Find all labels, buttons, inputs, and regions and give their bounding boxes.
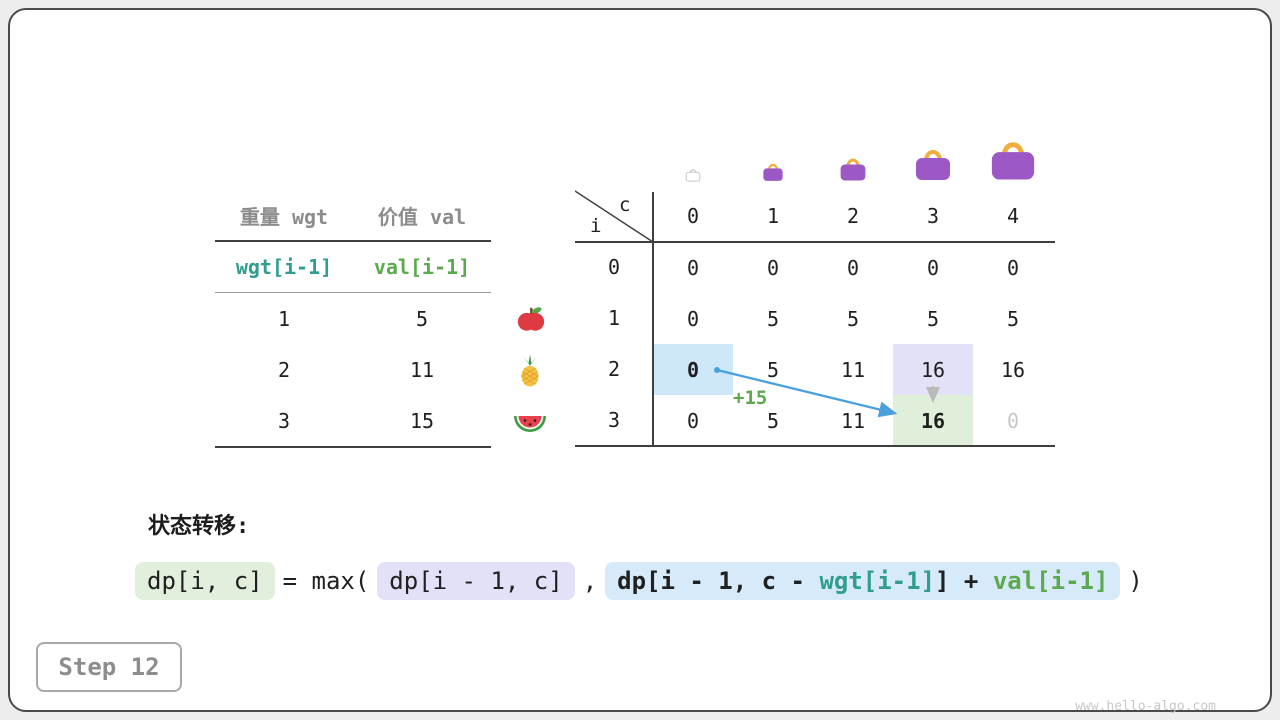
dp-cell: 11 bbox=[840, 408, 866, 433]
item-wgt-value: 3 bbox=[277, 408, 291, 433]
item-table-row: 1 5 bbox=[215, 293, 491, 344]
apple-icon bbox=[515, 302, 547, 334]
dp-col-header: 0 bbox=[686, 204, 700, 228]
formula-dp-take: dp[i - 1, c - wgt[i-1]] + val[i-1] bbox=[605, 562, 1121, 600]
transition-label: 状态转移: bbox=[148, 514, 250, 539]
dp-cell: 5 bbox=[766, 306, 780, 331]
formula-take-prefix: dp[i - 1, c - bbox=[617, 567, 820, 595]
item-table-index-val: val[i-1] bbox=[373, 255, 471, 279]
formula-equals-max: = max( bbox=[282, 567, 370, 595]
dp-row: 0 5 5 5 5 bbox=[653, 293, 1053, 344]
dp-row-header: 2 bbox=[607, 357, 621, 381]
pineapple-icon bbox=[513, 353, 547, 388]
dp-col-header: 2 bbox=[846, 204, 860, 228]
dp-cell-pending: 0 bbox=[1006, 408, 1020, 433]
divider bbox=[575, 241, 1055, 243]
corner-label-i: i bbox=[590, 215, 602, 237]
dp-table-corner: c i bbox=[575, 190, 653, 242]
divider bbox=[652, 192, 654, 447]
value-gain-annotation: +15 bbox=[733, 387, 768, 409]
divider bbox=[215, 446, 491, 448]
dp-cell: 5 bbox=[766, 408, 780, 433]
item-wgt-value: 2 bbox=[277, 357, 291, 382]
formula-take-wgt: wgt[i-1] bbox=[819, 567, 936, 595]
dp-row-headers: 0 1 2 3 bbox=[575, 242, 653, 446]
item-table-header-wgt: 重量 wgt bbox=[239, 204, 329, 229]
formula-dp-skip: dp[i - 1, c] bbox=[377, 562, 575, 600]
dp-cell: 0 bbox=[1006, 255, 1020, 280]
formula-take-val: val[i-1] bbox=[992, 567, 1109, 595]
dp-row: 0 5 11 16 16 bbox=[653, 344, 1053, 395]
dp-col-header: 3 bbox=[926, 204, 940, 228]
dp-cell: 0 bbox=[846, 255, 860, 280]
corner-label-c: c bbox=[619, 194, 631, 216]
dp-row: 0 0 0 0 0 bbox=[653, 242, 1053, 293]
dp-row-header: 3 bbox=[607, 408, 621, 432]
dp-row-header: 1 bbox=[607, 306, 621, 330]
item-table-row: 3 15 bbox=[215, 395, 491, 446]
item-val-value: 11 bbox=[409, 357, 435, 382]
dp-grid: 0 0 0 0 0 0 5 5 5 5 0 5 11 16 16 0 5 11 … bbox=[653, 242, 1053, 446]
watermelon-icon bbox=[512, 407, 548, 437]
formula-comma: , bbox=[582, 567, 598, 595]
item-table-index-row: wgt[i-1] val[i-1] bbox=[215, 242, 491, 292]
corner-diagonal-line bbox=[575, 190, 653, 242]
dp-column-headers: 0 1 2 3 4 bbox=[653, 190, 1053, 242]
bag-capacity-1-icon bbox=[761, 161, 785, 182]
formula-take-mid: ] + bbox=[935, 567, 993, 595]
divider bbox=[575, 445, 1055, 447]
bag-capacity-0-icon bbox=[685, 167, 701, 182]
dp-cell: 11 bbox=[840, 357, 866, 382]
item-wgt-value: 1 bbox=[277, 306, 291, 331]
formula-close-paren: ) bbox=[1128, 567, 1143, 595]
bag-capacity-4-icon bbox=[988, 136, 1038, 182]
dp-cell: 5 bbox=[846, 306, 860, 331]
dp-row: 0 5 11 16 0 bbox=[653, 395, 1053, 446]
item-table-header-val: 价值 val bbox=[377, 204, 467, 229]
item-table-index-wgt: wgt[i-1] bbox=[235, 255, 333, 279]
dp-cell: 0 bbox=[686, 255, 700, 280]
dp-cell: 0 bbox=[926, 255, 940, 280]
divider bbox=[215, 240, 491, 242]
bag-capacity-2-icon bbox=[838, 155, 868, 182]
watermark: www.hello-algo.com bbox=[1075, 699, 1216, 714]
dp-col-header: 1 bbox=[766, 204, 780, 228]
item-val-value: 5 bbox=[415, 306, 429, 331]
bag-capacity-3-icon bbox=[913, 145, 953, 182]
dp-cell: 0 bbox=[766, 255, 780, 280]
dp-cell: 5 bbox=[1006, 306, 1020, 331]
formula-dp-current: dp[i, c] bbox=[135, 562, 275, 600]
dp-cell-source-skip-highlight: 0 bbox=[653, 344, 733, 395]
item-val-value: 15 bbox=[409, 408, 435, 433]
dp-cell: 5 bbox=[926, 306, 940, 331]
divider bbox=[215, 292, 491, 293]
dp-cell: 16 bbox=[1000, 357, 1026, 382]
dp-col-header: 4 bbox=[1006, 204, 1020, 228]
dp-cell-current-highlight: 16 bbox=[893, 395, 973, 446]
dp-cell-source-above-highlight: 16 bbox=[893, 344, 973, 395]
item-table-header-row: 重量 wgt 价值 val bbox=[215, 190, 491, 240]
dp-row-header: 0 bbox=[607, 255, 621, 279]
item-table: 重量 wgt 价值 val wgt[i-1] val[i-1] 1 5 2 11… bbox=[215, 190, 491, 448]
dp-cell: 0 bbox=[686, 306, 700, 331]
dp-cell: 0 bbox=[686, 408, 700, 433]
item-table-row: 2 11 bbox=[215, 344, 491, 395]
step-indicator: Step 12 bbox=[36, 642, 182, 692]
state-transition-formula: dp[i, c] = max( dp[i - 1, c] , dp[i - 1,… bbox=[135, 562, 1151, 600]
